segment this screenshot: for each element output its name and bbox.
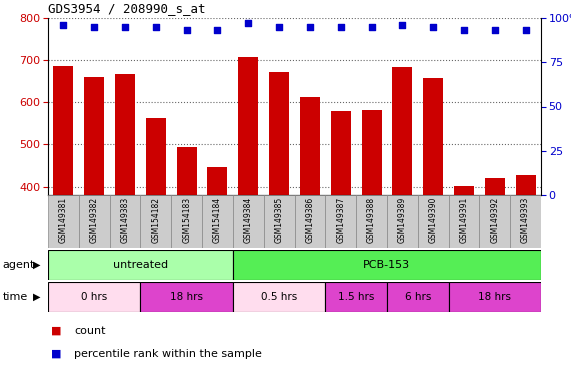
Text: GSM154184: GSM154184 — [213, 197, 222, 243]
Point — [151, 24, 160, 30]
Point — [275, 24, 284, 30]
Point — [305, 24, 315, 30]
Bar — [361, 110, 381, 195]
Point — [398, 22, 407, 28]
Bar — [176, 147, 196, 195]
Text: GSM149388: GSM149388 — [367, 197, 376, 243]
Text: GSM149392: GSM149392 — [490, 197, 499, 243]
Bar — [295, 195, 325, 248]
Text: GSM149389: GSM149389 — [398, 197, 407, 243]
Bar — [325, 282, 387, 312]
Bar — [331, 111, 351, 195]
Bar — [325, 195, 356, 248]
Text: time: time — [3, 292, 28, 302]
Bar — [392, 67, 412, 195]
Text: 18 hrs: 18 hrs — [478, 292, 511, 302]
Bar — [110, 195, 140, 248]
Text: ■: ■ — [51, 326, 62, 336]
Bar — [516, 175, 536, 195]
Text: GSM149385: GSM149385 — [275, 197, 284, 243]
Bar — [300, 97, 320, 195]
Bar — [48, 195, 79, 248]
Bar — [140, 282, 233, 312]
Text: ▶: ▶ — [33, 260, 41, 270]
Bar — [510, 195, 541, 248]
Point — [213, 27, 222, 33]
Bar — [48, 250, 233, 280]
Text: ▶: ▶ — [33, 292, 41, 302]
Bar — [264, 195, 295, 248]
Bar — [171, 195, 202, 248]
Text: GSM149382: GSM149382 — [90, 197, 99, 243]
Bar — [449, 195, 480, 248]
Bar — [238, 57, 258, 195]
Bar — [418, 195, 449, 248]
Text: PCB-153: PCB-153 — [363, 260, 411, 270]
Bar — [233, 195, 264, 248]
Bar — [115, 74, 135, 195]
Point — [367, 24, 376, 30]
Text: 18 hrs: 18 hrs — [170, 292, 203, 302]
Bar — [54, 66, 74, 195]
Point — [460, 27, 469, 33]
Bar — [423, 78, 443, 195]
Bar — [449, 282, 541, 312]
Bar — [454, 186, 474, 195]
Point — [120, 24, 130, 30]
Text: 1.5 hrs: 1.5 hrs — [338, 292, 375, 302]
Bar — [146, 118, 166, 195]
Bar — [387, 282, 449, 312]
Point — [182, 27, 191, 33]
Bar — [387, 195, 418, 248]
Text: percentile rank within the sample: percentile rank within the sample — [74, 349, 262, 359]
Text: GSM149387: GSM149387 — [336, 197, 345, 243]
Bar — [207, 167, 227, 195]
Bar — [233, 282, 325, 312]
Text: untreated: untreated — [113, 260, 168, 270]
Text: GSM149391: GSM149391 — [460, 197, 468, 243]
Text: GSM149381: GSM149381 — [59, 197, 68, 243]
Text: count: count — [74, 326, 106, 336]
Bar — [140, 195, 171, 248]
Text: GSM154183: GSM154183 — [182, 197, 191, 243]
Text: ■: ■ — [51, 349, 62, 359]
Bar — [48, 282, 140, 312]
Bar — [79, 195, 110, 248]
Text: GSM149393: GSM149393 — [521, 197, 530, 243]
Point — [490, 27, 500, 33]
Point — [521, 27, 530, 33]
Text: 0 hrs: 0 hrs — [81, 292, 107, 302]
Point — [59, 22, 68, 28]
Bar — [202, 195, 233, 248]
Point — [429, 24, 438, 30]
Bar — [233, 250, 541, 280]
Bar — [84, 77, 104, 195]
Bar — [269, 72, 289, 195]
Point — [336, 24, 345, 30]
Point — [90, 24, 99, 30]
Text: GDS3954 / 208990_s_at: GDS3954 / 208990_s_at — [48, 2, 206, 15]
Text: 0.5 hrs: 0.5 hrs — [261, 292, 297, 302]
Text: GSM149386: GSM149386 — [305, 197, 315, 243]
Bar — [485, 178, 505, 195]
Bar — [356, 195, 387, 248]
Text: GSM149383: GSM149383 — [120, 197, 130, 243]
Bar — [480, 195, 510, 248]
Text: GSM154182: GSM154182 — [151, 197, 160, 243]
Point — [244, 20, 253, 26]
Text: 6 hrs: 6 hrs — [405, 292, 431, 302]
Text: GSM149390: GSM149390 — [429, 197, 437, 243]
Text: GSM149384: GSM149384 — [244, 197, 253, 243]
Text: agent: agent — [3, 260, 35, 270]
